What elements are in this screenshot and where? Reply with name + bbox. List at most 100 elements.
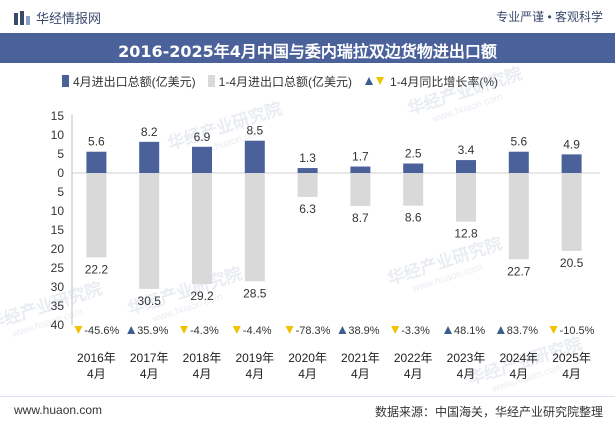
growth-rate-label: -45.6% <box>84 325 119 337</box>
cumulative-value-label: 8.6 <box>405 211 422 225</box>
category-month-label: 4月 <box>562 367 581 381</box>
y-tick-label: 0 <box>57 166 64 180</box>
cumulative-bar <box>350 173 371 207</box>
brand-name: 华经情报网 <box>36 11 102 26</box>
category-year-label: 2025年 <box>552 351 591 365</box>
monthly-value-label: 4.9 <box>563 137 580 151</box>
growth-rate-label: -10.5% <box>560 325 595 337</box>
footer-divider <box>0 396 615 397</box>
growth-down-icon <box>391 326 400 334</box>
monthly-bar <box>86 151 107 173</box>
legend-label-monthly: 4月进出口总额(亿美元) <box>73 74 196 89</box>
growth-down-icon <box>549 326 558 334</box>
category-month-label: 4月 <box>245 367 264 381</box>
category-year-label: 2016年 <box>77 351 116 365</box>
cumulative-bar <box>139 173 160 289</box>
brand-logo-icon <box>14 10 30 25</box>
growth-rate-label: 35.9% <box>137 325 168 337</box>
footer-website[interactable]: www.huaon.com <box>14 403 103 417</box>
category-year-label: 2017年 <box>130 351 169 365</box>
header-bar: 华经情报网 专业严谨 • 客观科学 <box>0 0 615 32</box>
category-month-label: 4月 <box>193 367 212 381</box>
category-year-label: 2022年 <box>394 351 433 365</box>
category-year-label: 2023年 <box>447 351 486 365</box>
title-bar: 2016-2025年4月中国与委内瑞拉双边货物进出口额 <box>0 33 615 63</box>
growth-rate-label: -3.3% <box>401 325 430 337</box>
cumulative-value-label: 30.5 <box>138 294 162 308</box>
category-year-label: 2024年 <box>499 351 538 365</box>
cumulative-value-label: 22.2 <box>85 262 109 276</box>
cumulative-value-label: 8.7 <box>352 211 369 225</box>
monthly-bar <box>403 163 424 173</box>
monthly-value-label: 8.5 <box>246 124 263 138</box>
category-year-label: 2018年 <box>183 351 222 365</box>
legend-yoy-icon <box>365 77 385 85</box>
monthly-value-label: 8.2 <box>141 125 158 139</box>
cumulative-bar <box>403 173 424 206</box>
growth-rate-label: -78.3% <box>296 325 331 337</box>
legend-item-cumulative: 1-4月进出口总额(亿美元) <box>207 73 352 90</box>
cumulative-value-label: 28.5 <box>243 286 267 300</box>
growth-rate-label: 38.9% <box>348 325 379 337</box>
growth-down-icon <box>232 326 241 334</box>
growth-rate-label: -4.3% <box>190 325 219 337</box>
category-year-label: 2019年 <box>235 351 274 365</box>
growth-down-icon <box>180 326 188 334</box>
cumulative-bar <box>192 173 212 284</box>
y-tick-label: 10 <box>51 128 65 142</box>
cumulative-bar <box>561 173 582 251</box>
category-month-label: 4月 <box>87 367 106 381</box>
monthly-value-label: 6.9 <box>194 130 211 144</box>
category-month-label: 4月 <box>298 367 317 381</box>
y-tick-label: 25 <box>51 261 65 275</box>
data-labels: 5.6 22.2 8.2 30.5 6.9 29.2 8.5 28.5 1.3 6.3 1.7 8.7… <box>85 124 584 308</box>
tagline: 专业严谨 • 客观科学 <box>496 10 603 24</box>
category-month-label: 4月 <box>404 367 423 381</box>
category-month-label: 4月 <box>457 367 476 381</box>
monthly-bar <box>456 160 476 173</box>
growth-up-icon <box>496 326 505 334</box>
growth-rate-label: 83.7% <box>507 325 538 337</box>
category-month-label: 4月 <box>509 367 528 381</box>
cumulative-value-label: 20.5 <box>560 256 584 270</box>
y-tick-label: 5 <box>57 185 64 199</box>
monthly-value-label: 5.6 <box>88 135 105 149</box>
y-tick-label: 20 <box>51 242 65 256</box>
legend-item-yoy: 1-4月同比增长率(%) <box>364 73 498 90</box>
chart-title: 2016-2025年4月中国与委内瑞拉双边货物进出口额 <box>118 42 497 61</box>
monthly-value-label: 1.7 <box>352 150 369 164</box>
category-year-label: 2021年 <box>341 351 380 365</box>
monthly-value-label: 3.4 <box>458 143 475 157</box>
monthly-bar <box>350 166 371 173</box>
cumulative-bar <box>297 173 318 197</box>
monthly-value-label: 5.6 <box>510 135 527 149</box>
y-tick-label: 15 <box>51 223 65 237</box>
growth-up-icon <box>338 326 347 334</box>
category-month-label: 4月 <box>351 367 370 381</box>
category-month-label: 4月 <box>140 367 159 381</box>
cumulative-value-label: 29.2 <box>190 289 214 303</box>
monthly-bar <box>297 168 318 173</box>
monthly-bar <box>508 151 529 173</box>
cumulative-value-label: 22.7 <box>507 264 531 278</box>
cumulative-value-label: 6.3 <box>299 202 316 216</box>
cumulative-bar <box>86 173 107 258</box>
growth-down-icon <box>285 326 294 334</box>
monthly-value-label: 2.5 <box>405 147 422 161</box>
y-tick-label: 30 <box>51 280 65 294</box>
legend-swatch-cumulative <box>207 75 215 87</box>
brand[interactable]: 华经情报网 <box>14 8 101 27</box>
monthly-bar <box>139 141 160 173</box>
bars <box>86 140 582 289</box>
growth-up-icon <box>444 326 452 334</box>
y-tick-label: 35 <box>51 299 65 313</box>
growth-rate-row: -45.6% 35.9% -4.3% -4.4% -78.3% 38.9% -3.3% 48.… <box>74 325 595 337</box>
growth-down-icon <box>74 326 83 334</box>
growth-rate-label: 48.1% <box>454 325 485 337</box>
legend-label-yoy: 1-4月同比增长率(%) <box>390 74 499 89</box>
cumulative-value-label: 12.8 <box>454 227 478 241</box>
y-tick-label: 40 <box>51 318 65 332</box>
